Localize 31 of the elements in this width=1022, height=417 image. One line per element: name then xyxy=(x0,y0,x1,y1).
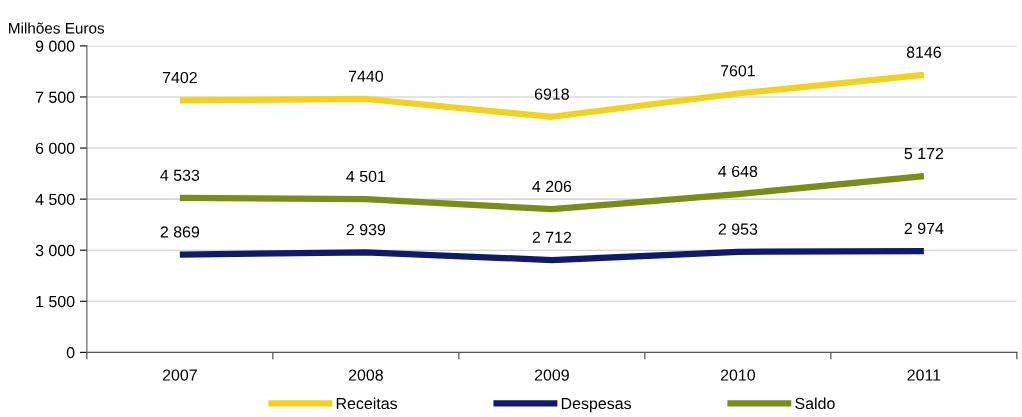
data-label: 4 533 xyxy=(160,169,200,181)
x-tick-label: 2007 xyxy=(162,369,197,381)
data-label: 2 974 xyxy=(904,222,944,235)
data-label: 2 939 xyxy=(346,223,386,236)
y-tick-label: 0 xyxy=(66,347,75,359)
y-tick-label: 7 500 xyxy=(35,91,75,103)
x-tick-label: 2008 xyxy=(348,369,383,381)
y-tick-label: 1 500 xyxy=(36,295,75,308)
data-label: 4 501 xyxy=(346,170,386,183)
y-axis-title: Milhões Euros xyxy=(9,22,105,34)
y-tick-label: 3 000 xyxy=(35,244,75,257)
x-tick-label: 2009 xyxy=(534,369,569,381)
legend-label: Despesas xyxy=(561,397,631,413)
y-tick-label: 6 000 xyxy=(35,142,75,154)
data-label: 2 953 xyxy=(718,223,758,235)
data-label: 2 712 xyxy=(532,231,572,243)
legend-label: Saldo xyxy=(795,397,835,410)
data-label: 4 648 xyxy=(718,165,758,178)
data-label: 8146 xyxy=(906,46,941,58)
x-tick-label: 2011 xyxy=(907,369,941,381)
data-label: 4 206 xyxy=(532,180,572,193)
data-label: 2 869 xyxy=(160,226,200,238)
data-label: 7402 xyxy=(162,71,197,84)
data-label: 7440 xyxy=(348,70,384,82)
data-label: 7601 xyxy=(720,65,755,77)
legend-label: Receitas xyxy=(336,397,398,410)
data-label: 5 172 xyxy=(904,147,944,160)
x-tick-label: 2010 xyxy=(720,369,756,381)
data-label: 6918 xyxy=(534,88,569,100)
y-tick-label: 9 000 xyxy=(35,40,75,52)
y-tick-label: 4 500 xyxy=(35,193,75,206)
